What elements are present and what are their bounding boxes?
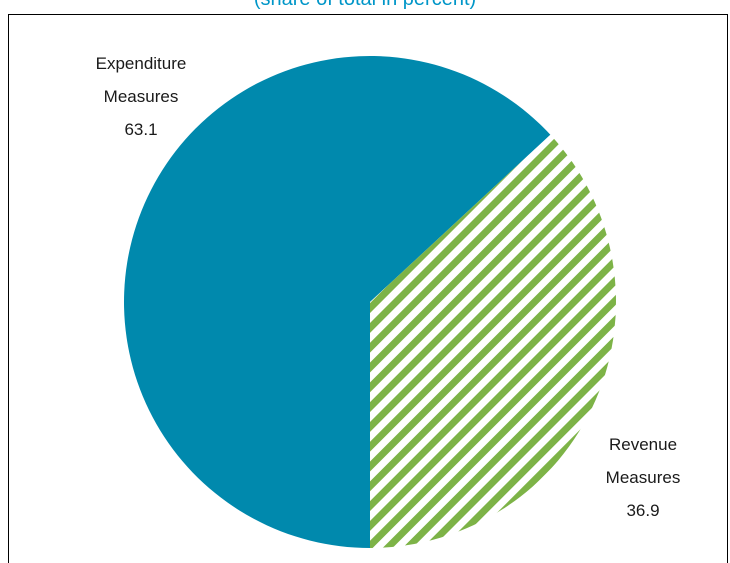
slice-label-revenue-line1: Revenue xyxy=(609,435,677,454)
pie-slices xyxy=(124,56,617,549)
pie-labels: Expenditure Measures 63.1 Revenue Measur… xyxy=(96,54,681,520)
pie-slice-revenue xyxy=(370,134,617,549)
chart-frame xyxy=(8,14,728,563)
slice-label-expenditure-value: 63.1 xyxy=(124,120,157,139)
chart-subtitle: (share of total in percent) xyxy=(0,0,730,12)
slice-label-expenditure-line2: Measures xyxy=(104,87,179,106)
slice-label-revenue-line2: Measures xyxy=(606,468,681,487)
pie-slice-expenditure xyxy=(124,56,551,548)
slice-label-expenditure-line1: Expenditure xyxy=(96,54,187,73)
slice-label-revenue-value: 36.9 xyxy=(626,501,659,520)
